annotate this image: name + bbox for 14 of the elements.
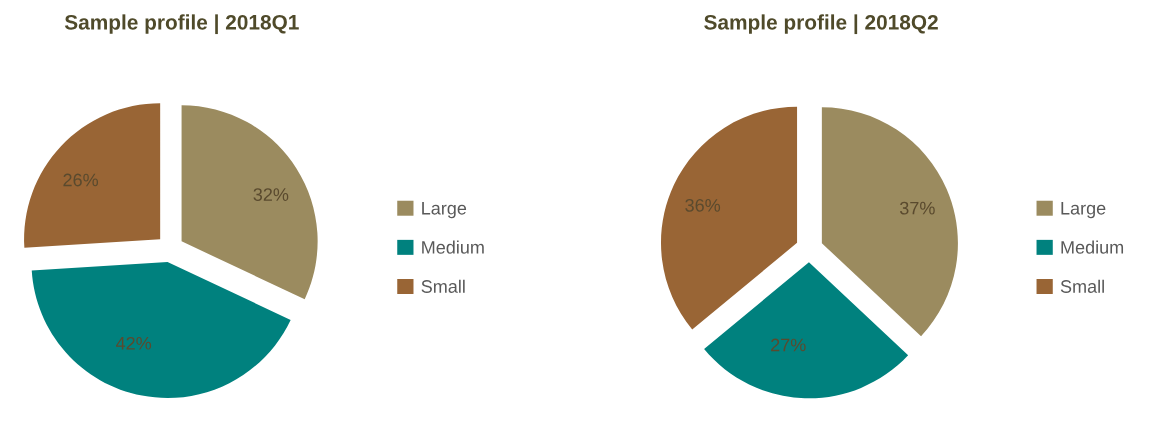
data-label: 26%: [63, 173, 99, 187]
legend-label: Large: [422, 202, 467, 219]
legend-label: Small: [1060, 279, 1104, 293]
chart-title: Sample profile | 2018Q2: [704, 14, 938, 35]
legend-label: Small: [421, 279, 465, 293]
data-label: 36%: [685, 198, 721, 212]
legend-label: Medium: [422, 240, 484, 254]
legend-label: Medium: [1061, 240, 1124, 254]
data-label: 37%: [899, 201, 935, 215]
chart-title: Sample profile | 2018Q1: [64, 14, 299, 35]
data-label: 27%: [771, 338, 806, 352]
legend-label: Large: [1061, 202, 1106, 219]
data-label: 32%: [253, 188, 289, 201]
data-label: 42%: [116, 336, 152, 350]
